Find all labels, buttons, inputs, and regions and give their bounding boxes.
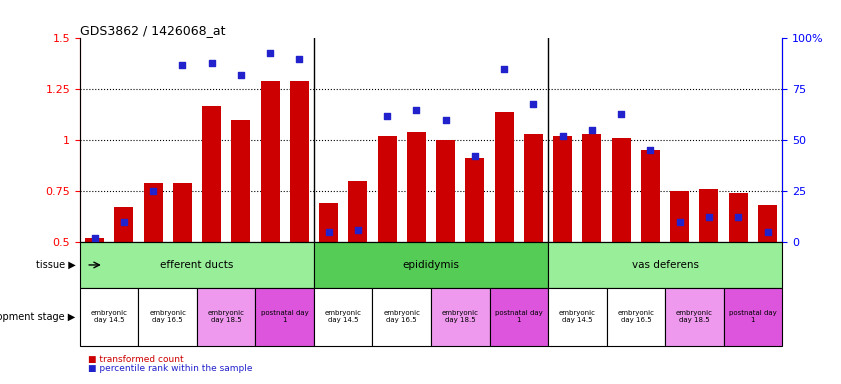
Bar [85, 238, 104, 242]
Text: postnatal day
1: postnatal day 1 [495, 310, 542, 323]
Text: tissue ▶: tissue ▶ [36, 260, 76, 270]
Bar [348, 181, 368, 242]
Text: development stage ▶: development stage ▶ [0, 312, 76, 322]
Point [497, 66, 510, 72]
Bar [729, 193, 748, 242]
Text: embryonic
day 16.5: embryonic day 16.5 [149, 310, 186, 323]
Point [439, 117, 452, 123]
Point [176, 62, 189, 68]
Text: ■ percentile rank within the sample: ■ percentile rank within the sample [88, 364, 253, 373]
Bar [758, 205, 777, 242]
Bar [606, 288, 665, 346]
Bar [256, 288, 314, 346]
Text: postnatal day
1: postnatal day 1 [729, 310, 777, 323]
Point [146, 188, 160, 194]
Point [761, 229, 775, 235]
Point [293, 56, 306, 62]
Bar [378, 136, 397, 242]
Text: postnatal day
1: postnatal day 1 [261, 310, 309, 323]
Bar [80, 242, 314, 288]
Bar [80, 288, 139, 346]
Point [468, 153, 482, 159]
Bar [436, 140, 455, 242]
Point [615, 111, 628, 117]
Bar [407, 132, 426, 242]
Point [585, 127, 599, 133]
Point [87, 235, 101, 241]
Bar [139, 288, 197, 346]
Bar [665, 288, 723, 346]
Text: embryonic
day 14.5: embryonic day 14.5 [91, 310, 128, 323]
Point [526, 101, 540, 107]
Point [205, 60, 219, 66]
Bar [583, 134, 601, 242]
Point [673, 218, 686, 225]
Point [643, 147, 657, 154]
Bar [700, 189, 718, 242]
Point [380, 113, 394, 119]
Bar [723, 288, 782, 346]
Bar [202, 106, 221, 242]
Text: embryonic
day 16.5: embryonic day 16.5 [617, 310, 654, 323]
Bar [553, 136, 572, 242]
Point [556, 133, 569, 139]
Bar [641, 151, 660, 242]
Bar [489, 288, 548, 346]
Text: vas deferens: vas deferens [632, 260, 699, 270]
Bar [114, 207, 133, 242]
Point [263, 50, 277, 56]
Bar [495, 112, 514, 242]
Bar [524, 134, 543, 242]
Text: GDS3862 / 1426068_at: GDS3862 / 1426068_at [80, 24, 225, 37]
Bar [670, 191, 690, 242]
Text: embryonic
day 18.5: embryonic day 18.5 [442, 310, 479, 323]
Text: embryonic
day 14.5: embryonic day 14.5 [558, 310, 595, 323]
Point [702, 214, 716, 220]
Text: efferent ducts: efferent ducts [161, 260, 234, 270]
Text: embryonic
day 18.5: embryonic day 18.5 [676, 310, 713, 323]
Text: epididymis: epididymis [403, 260, 459, 270]
Point [234, 72, 247, 78]
Bar [314, 242, 548, 288]
Bar [373, 288, 431, 346]
Text: embryonic
day 18.5: embryonic day 18.5 [208, 310, 245, 323]
Bar [314, 288, 373, 346]
Point [352, 227, 365, 233]
Bar [144, 183, 162, 242]
Bar [465, 159, 484, 242]
Text: embryonic
day 16.5: embryonic day 16.5 [383, 310, 420, 323]
Text: embryonic
day 14.5: embryonic day 14.5 [325, 310, 362, 323]
Bar [319, 203, 338, 242]
Text: ■ transformed count: ■ transformed count [88, 355, 184, 364]
Bar [197, 288, 256, 346]
Point [410, 107, 423, 113]
Bar [172, 183, 192, 242]
Bar [290, 81, 309, 242]
Bar [548, 242, 782, 288]
Bar [261, 81, 279, 242]
Bar [611, 138, 631, 242]
Bar [431, 288, 489, 346]
Bar [231, 120, 251, 242]
Point [322, 229, 336, 235]
Bar [548, 288, 606, 346]
Point [732, 214, 745, 220]
Point [117, 218, 130, 225]
